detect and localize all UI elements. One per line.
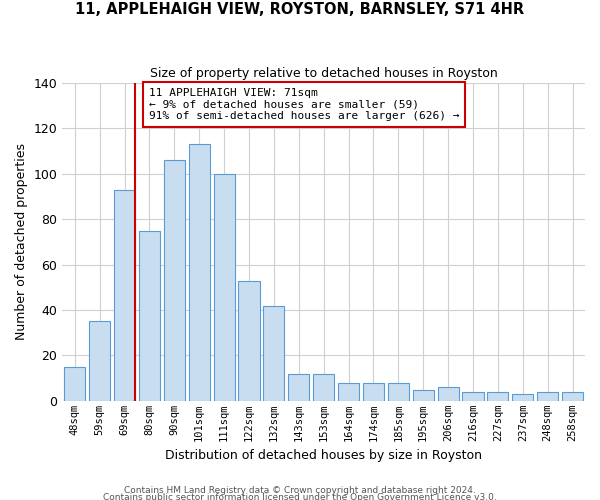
Bar <box>537 392 558 401</box>
Bar <box>89 322 110 401</box>
Bar <box>562 392 583 401</box>
Bar <box>313 374 334 401</box>
Bar <box>512 394 533 401</box>
Text: 11 APPLEHAIGH VIEW: 71sqm
← 9% of detached houses are smaller (59)
91% of semi-d: 11 APPLEHAIGH VIEW: 71sqm ← 9% of detach… <box>149 88 459 121</box>
Bar <box>487 392 508 401</box>
Bar <box>437 388 458 401</box>
Bar <box>463 392 484 401</box>
Bar <box>139 230 160 401</box>
Bar <box>363 382 384 401</box>
Text: 11, APPLEHAIGH VIEW, ROYSTON, BARNSLEY, S71 4HR: 11, APPLEHAIGH VIEW, ROYSTON, BARNSLEY, … <box>76 2 524 18</box>
Bar <box>413 390 434 401</box>
Bar <box>164 160 185 401</box>
Bar <box>238 280 260 401</box>
Bar <box>114 190 135 401</box>
Bar <box>388 382 409 401</box>
Bar <box>288 374 310 401</box>
Bar <box>214 174 235 401</box>
Bar <box>338 382 359 401</box>
Title: Size of property relative to detached houses in Royston: Size of property relative to detached ho… <box>150 68 497 80</box>
X-axis label: Distribution of detached houses by size in Royston: Distribution of detached houses by size … <box>165 450 482 462</box>
Text: Contains HM Land Registry data © Crown copyright and database right 2024.: Contains HM Land Registry data © Crown c… <box>124 486 476 495</box>
Bar <box>263 306 284 401</box>
Y-axis label: Number of detached properties: Number of detached properties <box>15 144 28 340</box>
Bar <box>188 144 210 401</box>
Bar <box>64 367 85 401</box>
Text: Contains public sector information licensed under the Open Government Licence v3: Contains public sector information licen… <box>103 494 497 500</box>
